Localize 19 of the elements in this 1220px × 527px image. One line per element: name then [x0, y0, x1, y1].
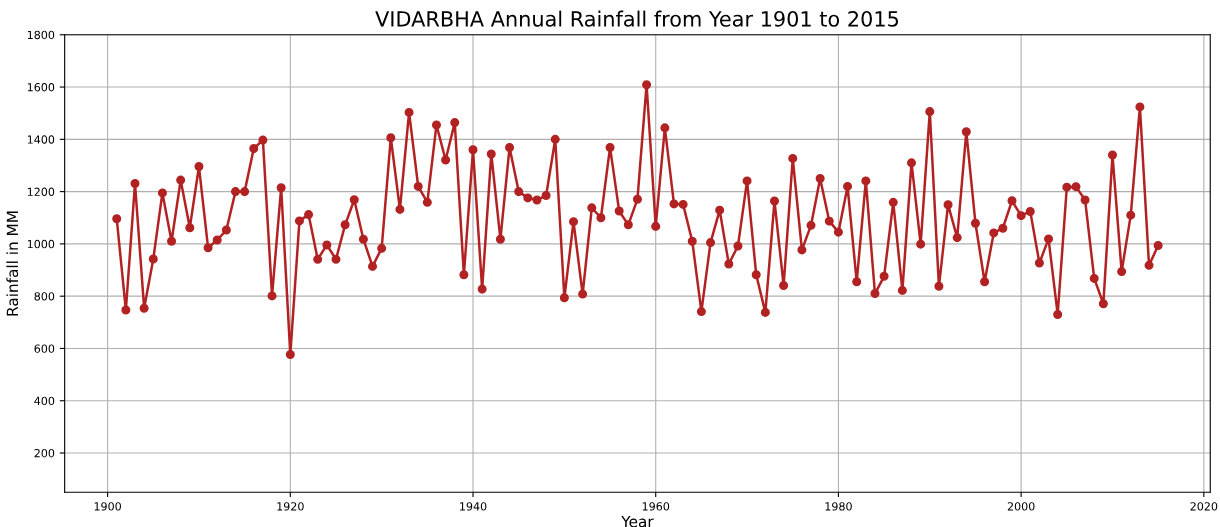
y-tick-label: 1000 [27, 239, 55, 249]
y-tick-label: 1600 [27, 83, 55, 92]
x-tick-label: 1920 [277, 502, 304, 511]
x-tick-label: 2020 [1190, 502, 1218, 511]
chart-title: VIDARBHA Annual Rainfall from Year 1901 to 2015 [375, 10, 899, 27]
y-tick-label: 1400 [27, 135, 55, 144]
x-tick-label: 1900 [94, 502, 121, 511]
y-tick-label: 1200 [27, 187, 55, 196]
y-tick-label: 1800 [27, 30, 55, 40]
y-tick-label: 200 [34, 448, 55, 458]
x-tick-label: 2000 [1007, 502, 1035, 511]
y-axis-title: Rainfall in MM [6, 211, 19, 316]
y-tick-label: 600 [34, 344, 55, 353]
y-tick-label: 400 [34, 396, 55, 406]
x-tick-label: 1940 [460, 502, 487, 511]
y-tick-label: 800 [34, 292, 55, 301]
x-tick-label: 1980 [825, 502, 852, 511]
x-tick-label: 1960 [642, 502, 670, 511]
x-axis-title: Year [621, 515, 654, 527]
